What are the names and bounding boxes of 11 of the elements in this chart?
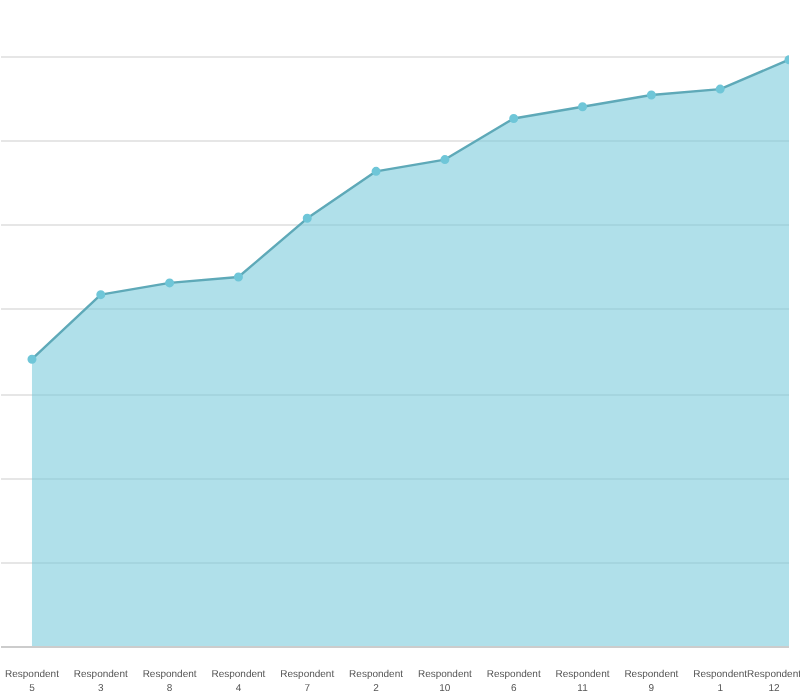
point [96, 290, 106, 300]
point [646, 90, 656, 100]
point [302, 213, 312, 223]
point [578, 102, 588, 112]
point [233, 272, 243, 282]
point [440, 155, 450, 165]
point [27, 354, 37, 364]
point [165, 278, 175, 288]
point [371, 166, 381, 176]
point [715, 84, 725, 94]
point [509, 113, 519, 123]
